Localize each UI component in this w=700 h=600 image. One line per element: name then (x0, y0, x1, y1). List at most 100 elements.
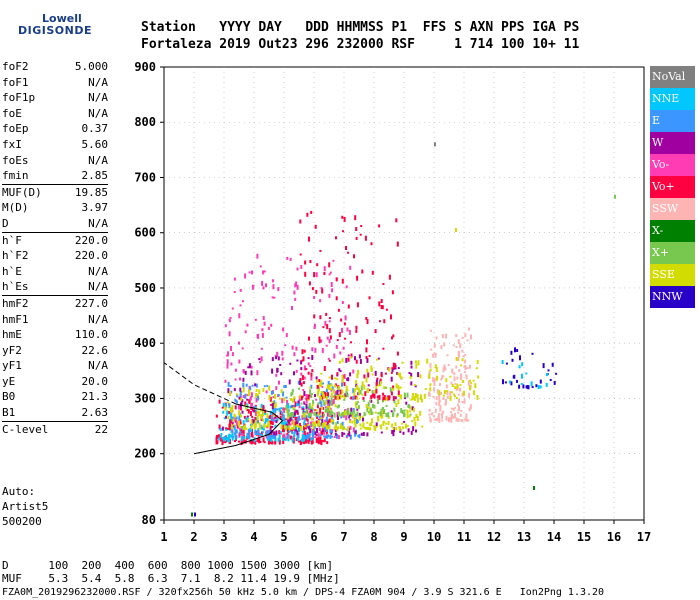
echo-point (469, 404, 472, 410)
echo-point (238, 404, 241, 410)
echo-point (265, 434, 268, 439)
echo-point (371, 390, 374, 393)
echo-point (398, 426, 401, 432)
echo-point (254, 383, 257, 387)
echo-point (300, 367, 303, 371)
echo-point (260, 347, 263, 350)
echo-point (311, 403, 314, 407)
echo-point (446, 354, 449, 357)
echo-point (505, 362, 508, 365)
echo-point (328, 411, 331, 417)
echo-point (328, 359, 331, 362)
echo-point (327, 395, 330, 398)
echo-point (303, 435, 306, 440)
param-value: 220.0 (74, 249, 108, 263)
echo-point (298, 405, 301, 409)
echo-point (327, 407, 329, 413)
echo-point (283, 425, 286, 429)
echo-point (303, 419, 306, 422)
echo-point (229, 413, 232, 417)
echo-point (369, 423, 371, 427)
echo-point (435, 417, 438, 421)
echo-point (329, 335, 332, 340)
echo-point (466, 418, 468, 422)
echo-point (356, 385, 359, 390)
echo-point (334, 395, 337, 400)
echo-point (352, 427, 355, 433)
echo-point (392, 387, 395, 391)
echo-point (255, 383, 258, 388)
param-label: B0 (2, 390, 16, 404)
echo-point (240, 414, 242, 418)
echo-point (253, 423, 256, 427)
echo-point (282, 414, 285, 419)
echo-point (442, 394, 445, 397)
echo-point (354, 423, 357, 428)
echo-point (395, 218, 398, 223)
echo-point (380, 373, 383, 378)
echo-point (307, 406, 310, 409)
echo-point (250, 426, 253, 430)
echo-point (462, 355, 465, 358)
echo-point (333, 436, 336, 438)
echo-point (460, 410, 463, 412)
echo-point (367, 372, 370, 378)
echo-point (331, 386, 334, 391)
echo-point (335, 277, 338, 282)
echo-point (258, 358, 261, 361)
echo-point (474, 383, 477, 389)
echo-point (614, 194, 616, 199)
echo-point (343, 322, 346, 326)
echo-point (320, 392, 323, 397)
param-label: fmin (2, 169, 29, 183)
echo-point (260, 414, 263, 420)
param-row: hmE 110.0 (2, 327, 108, 343)
echo-point (312, 399, 315, 404)
param-label: hmF2 (2, 296, 29, 310)
echo-point (245, 404, 248, 410)
echo-point (413, 396, 416, 400)
echo-point (239, 430, 242, 435)
echo-point (336, 374, 339, 377)
echo-point (355, 329, 358, 333)
echo-point (219, 428, 222, 431)
echo-point (256, 393, 259, 396)
echo-point (375, 385, 378, 389)
echo-point (375, 379, 378, 385)
echo-point (287, 414, 290, 420)
echo-point (475, 367, 478, 370)
echo-point (434, 364, 437, 369)
echo-point (355, 359, 358, 364)
echo-point (256, 370, 259, 376)
echo-point (368, 427, 371, 431)
echo-point (255, 393, 258, 398)
echo-point (291, 404, 294, 408)
param-value: 2.63 (81, 406, 109, 420)
echo-point (470, 334, 472, 340)
echo-point (288, 425, 291, 431)
echo-point (377, 357, 380, 360)
echo-point (385, 413, 388, 417)
echo-point (229, 434, 232, 438)
echo-point (392, 427, 395, 430)
echo-point (306, 434, 309, 440)
echo-point (442, 367, 445, 373)
echo-point (230, 425, 233, 430)
echo-point (408, 415, 411, 418)
echo-point (323, 266, 326, 272)
echo-point (374, 329, 377, 334)
echo-point (246, 409, 249, 411)
echo-point (260, 403, 263, 409)
echo-point (239, 421, 242, 425)
echo-point (274, 407, 277, 413)
echo-point (320, 372, 323, 375)
echo-point (228, 403, 231, 409)
echo-point (254, 419, 257, 425)
echo-point (380, 431, 383, 434)
param-row: foF1 N/A (2, 75, 108, 91)
echo-point (338, 404, 340, 408)
echo-point (419, 374, 422, 379)
echo-point (464, 359, 467, 364)
echo-point (355, 236, 358, 240)
echo-point (305, 427, 307, 430)
